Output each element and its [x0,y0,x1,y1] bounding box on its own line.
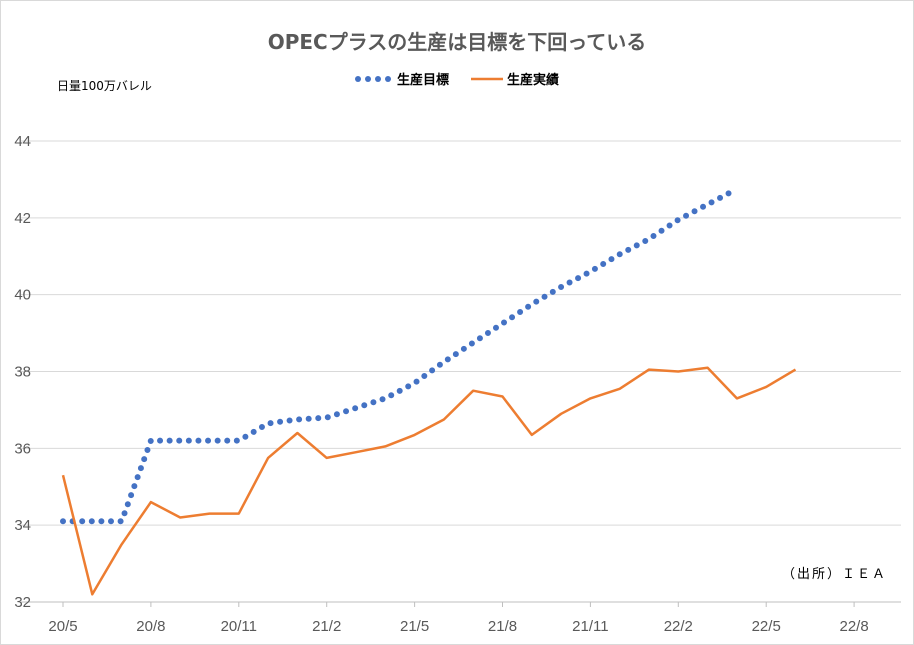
source-note: （出所）ＩＥＡ [782,567,887,582]
y-axis-unit-label: 日量100万バレル [57,79,152,93]
legend-dot [375,76,381,82]
y-tick-label: 34 [14,517,31,534]
legend-swatch-target [355,76,391,82]
x-tick-label: 22/5 [752,618,781,635]
gridlines [21,140,901,603]
x-tick-label: 21/11 [572,618,608,635]
y-axis-ticks: 32 34 36 38 40 42 44 [14,133,31,611]
y-tick-label: 38 [14,364,31,381]
x-tick-label: 22/2 [664,618,693,635]
y-tick-label: 32 [14,594,31,611]
x-tick-label: 21/2 [312,618,341,635]
series-line-target [60,186,740,525]
x-tick-label: 20/8 [136,618,165,635]
chart-title: OPECプラスの生産は目標を下回っている [268,30,647,54]
series-line-actual [61,366,797,596]
x-tick-label: 20/5 [48,618,77,635]
x-tick-label: 21/5 [400,618,429,635]
y-tick-label: 36 [14,440,31,457]
legend-dot [365,76,371,82]
y-tick-label: 40 [14,287,31,304]
x-tick-label: 20/11 [221,618,257,635]
legend-dot [385,76,391,82]
x-tick-label: 22/8 [839,618,868,635]
y-tick-label: 44 [14,133,31,150]
legend-item-target: 生産目標 [355,72,449,88]
legend-label-target: 生産目標 [397,72,449,88]
legend-item-actual: 生産実績 [471,72,559,88]
x-tick-label: 21/8 [488,618,517,635]
series-target [60,186,740,525]
legend-label-actual: 生産実績 [507,72,559,88]
series-actual [61,366,797,596]
y-tick-label: 42 [14,210,31,227]
legend: 生産目標 生産実績 [355,72,559,88]
legend-dot [355,76,361,82]
x-axis-ticks: 20/5 20/8 20/11 21/2 21/5 21/8 21/11 22/2 22/5 22… [48,602,869,635]
